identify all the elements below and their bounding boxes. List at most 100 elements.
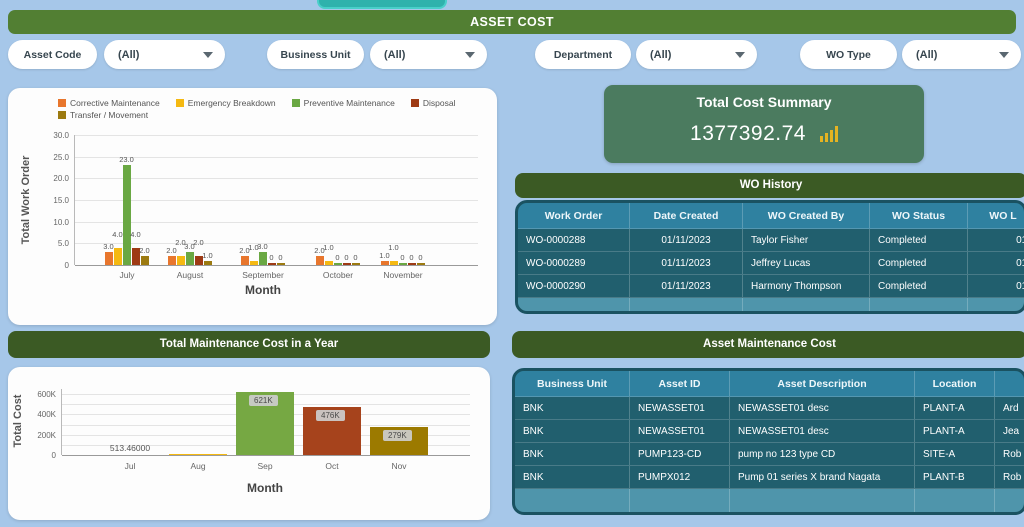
top-tab — [317, 0, 447, 9]
bar-september-1[interactable] — [250, 261, 258, 265]
bar-november-3[interactable] — [408, 263, 416, 265]
chevron-down-icon — [465, 52, 475, 58]
bar-september-0[interactable] — [241, 256, 249, 265]
table-cell: 01/11/2023 — [630, 252, 743, 274]
bar-november-4[interactable] — [417, 263, 425, 265]
table-row[interactable]: BNKPUMPX012Pump 01 series X brand Nagata… — [515, 466, 1024, 489]
bar-september-3[interactable] — [268, 263, 276, 265]
table-cell: Taylor Fisher — [743, 229, 870, 251]
table-row[interactable]: WO-000028801/11/2023Taylor FisherComplet… — [518, 229, 1024, 252]
y-tick-label: 0 — [41, 261, 69, 270]
table-cell: SITE-A — [915, 443, 995, 465]
y-tick-label: 15.0 — [41, 196, 69, 205]
table-cell: 01/11/2023 — [630, 229, 743, 251]
bar-october-0[interactable] — [316, 256, 324, 265]
table-row[interactable]: BNKNEWASSET01NEWASSET01 descPLANT-AJea — [515, 420, 1024, 443]
bar-july-0[interactable] — [105, 252, 113, 265]
bar-july-4[interactable] — [141, 256, 149, 265]
gridline — [75, 243, 478, 244]
table-cell — [630, 489, 730, 512]
table-header-row: Work OrderDate CreatedWO Created ByWO St… — [518, 203, 1024, 229]
bar-october-3[interactable] — [343, 263, 351, 265]
table-cell: BNK — [515, 397, 630, 419]
filter-dropdown-asset-code[interactable]: (All) — [104, 40, 225, 69]
column-header: Asset Description — [730, 371, 915, 396]
table-row[interactable]: BNKPUMP123-CDpump no 123 type CDSITE-ARo… — [515, 443, 1024, 466]
bar-november-0[interactable] — [381, 261, 389, 265]
y-tick-label: 10.0 — [41, 218, 69, 227]
y-tick-label: 5.0 — [41, 239, 69, 248]
column-header: Date Created — [630, 203, 743, 228]
table-empty-row — [515, 489, 1024, 512]
x-tick-label: November — [371, 270, 435, 280]
column-header: WO Created By — [743, 203, 870, 228]
table-cell: Completed — [870, 229, 968, 251]
maintenance-cost-chart-card: Total Cost Month 0200K400K600K513.46000J… — [8, 367, 490, 520]
bar-value-label: 2.0 — [133, 246, 157, 255]
y-axis-title: Total Work Order — [20, 140, 32, 260]
bar-november-2[interactable] — [399, 263, 407, 265]
bar-value-label: 0 — [269, 253, 293, 262]
table-row[interactable]: WO-000028901/11/2023Jeffrey LucasComplet… — [518, 252, 1024, 275]
gridline — [75, 200, 478, 201]
table-cell: BNK — [515, 420, 630, 442]
table-cell: PUMP123-CD — [630, 443, 730, 465]
bar-value-label: 4.0 — [124, 230, 148, 239]
table-cell: PUMPX012 — [630, 466, 730, 488]
y-tick-label: 200K — [26, 431, 56, 440]
table-cell — [630, 298, 743, 311]
filter-dropdown-business-unit[interactable]: (All) — [370, 40, 487, 69]
x-axis-title: Month — [203, 283, 323, 297]
table-cell: PLANT-A — [915, 420, 995, 442]
column-header: Asset ID — [630, 371, 730, 396]
table-cell: 01/ — [968, 275, 1024, 297]
table-row[interactable]: WO-000029001/11/2023Harmony ThompsonComp… — [518, 275, 1024, 298]
bar-october-2[interactable] — [334, 263, 342, 265]
filter-dropdown-wo-type[interactable]: (All) — [902, 40, 1021, 69]
filter-dropdown-department[interactable]: (All) — [636, 40, 757, 69]
table-cell: Harmony Thompson — [743, 275, 870, 297]
bar-august-0[interactable] — [168, 256, 176, 265]
gridline — [75, 178, 478, 179]
table-cell: Pump 01 series X brand Nagata — [730, 466, 915, 488]
table-row[interactable]: BNKNEWASSET01NEWASSET01 descPLANT-AArd — [515, 397, 1024, 420]
bar-august-4[interactable] — [204, 261, 212, 265]
asset-maintenance-cost-table[interactable]: Business UnitAsset IDAsset DescriptionLo… — [512, 368, 1024, 515]
table-cell: PLANT-A — [915, 397, 995, 419]
bar-value-label: 0 — [409, 253, 433, 262]
bar-value-label: 1.0 — [382, 243, 406, 252]
chevron-down-icon — [203, 52, 213, 58]
table-cell — [730, 489, 915, 512]
table-cell — [915, 489, 995, 512]
bar-value-label: 476K — [316, 410, 345, 421]
table-cell: Ard — [995, 397, 1024, 419]
table-cell: Completed — [870, 252, 968, 274]
bar-value-label: 3.0 — [251, 242, 275, 251]
bar-chart-icon — [820, 126, 838, 142]
filter-label-department: Department — [535, 40, 631, 69]
table-cell: Rob — [995, 443, 1024, 465]
bar-august-1[interactable] — [177, 256, 185, 265]
x-tick-label: August — [158, 270, 222, 280]
table-cell: NEWASSET01 desc — [730, 420, 915, 442]
table-cell: Completed — [870, 275, 968, 297]
bar-value-label: 513.46000 — [100, 443, 160, 453]
wo-history-table[interactable]: Work OrderDate CreatedWO Created ByWO St… — [515, 200, 1024, 314]
bar-september-4[interactable] — [277, 263, 285, 265]
bar-aug[interactable] — [169, 454, 227, 455]
table-cell: 01/11/2023 — [630, 275, 743, 297]
x-axis — [62, 455, 470, 456]
bar-july-2[interactable] — [123, 165, 131, 265]
table-cell — [515, 489, 630, 512]
filter-label-asset-code: Asset Code — [8, 40, 97, 69]
bar-july-1[interactable] — [114, 248, 122, 265]
chevron-down-icon — [999, 52, 1009, 58]
y-tick-label: 25.0 — [41, 153, 69, 162]
table-cell: NEWASSET01 desc — [730, 397, 915, 419]
filter-value: (All) — [916, 49, 937, 61]
bar-october-4[interactable] — [352, 263, 360, 265]
filter-value: (All) — [384, 49, 405, 61]
column-header: Location — [915, 371, 995, 396]
bar-august-2[interactable] — [186, 252, 194, 265]
table-cell: WO-0000290 — [518, 275, 630, 297]
